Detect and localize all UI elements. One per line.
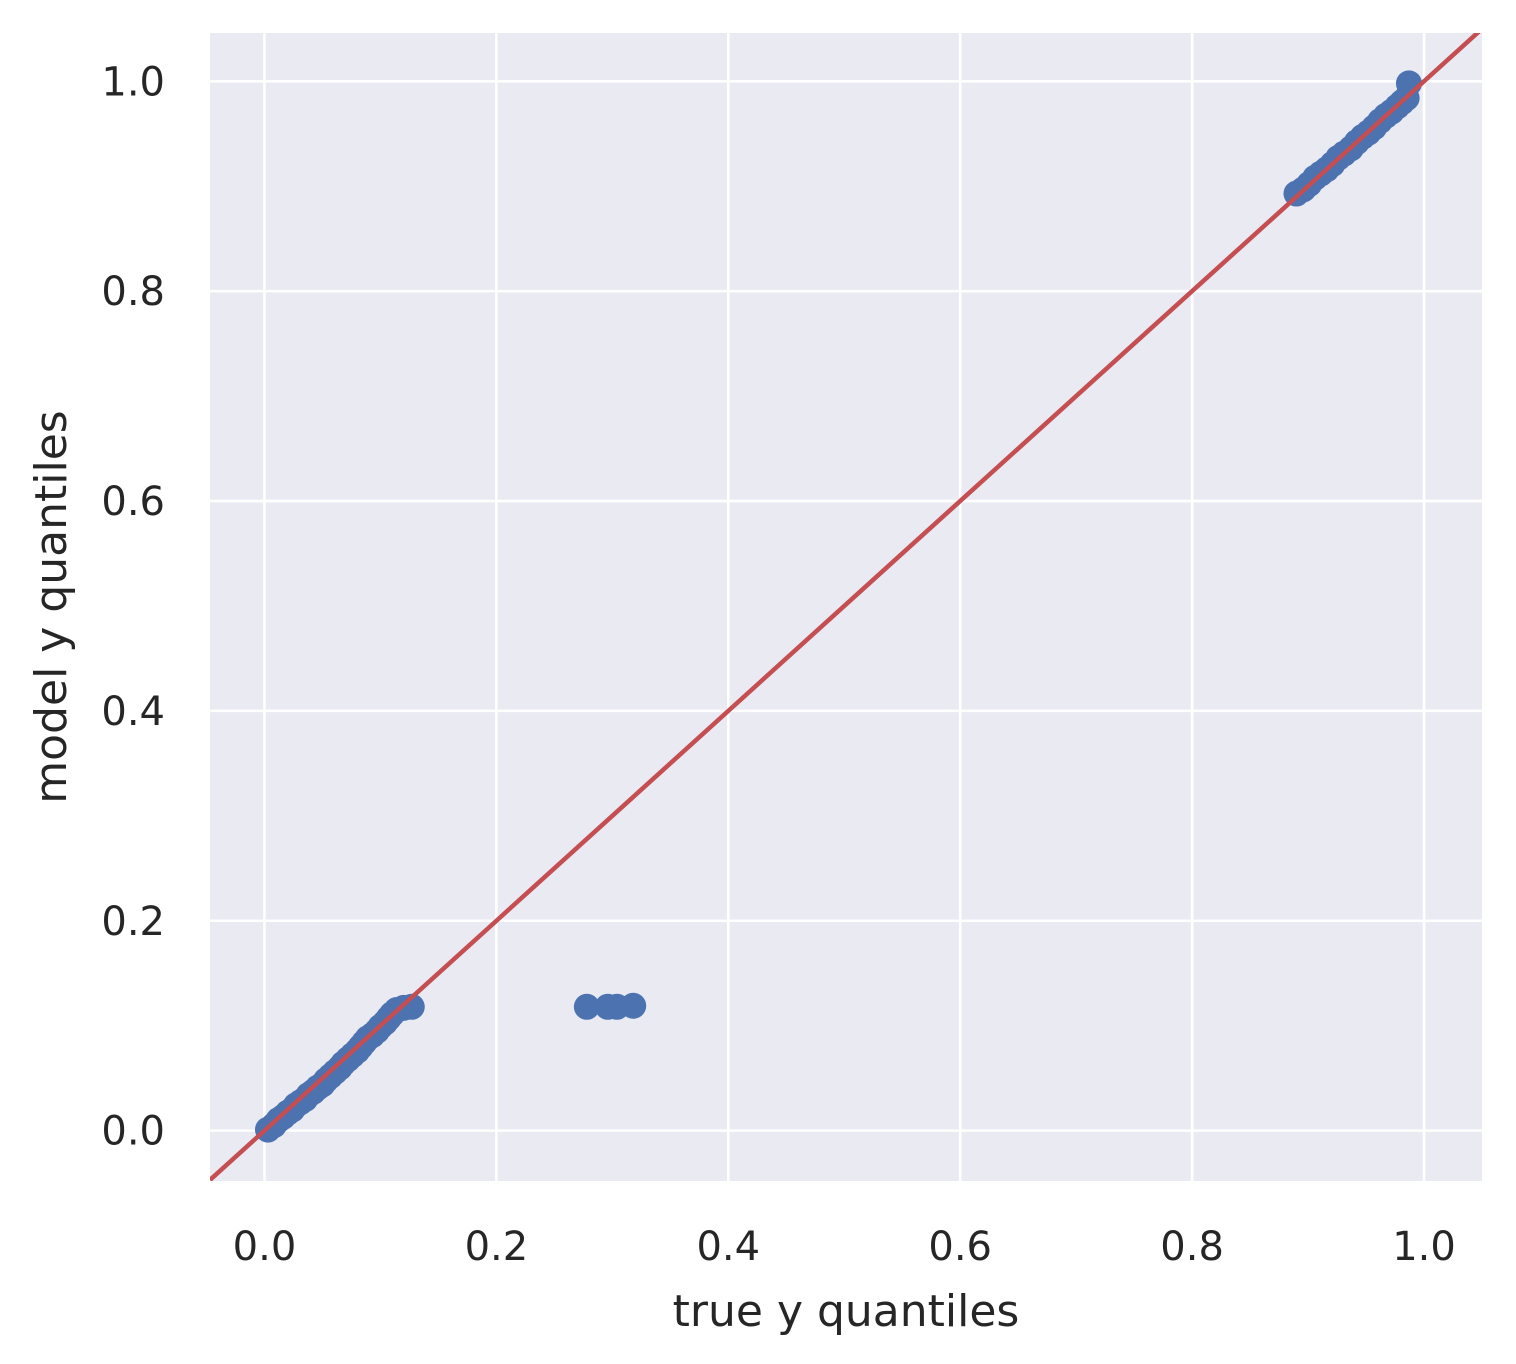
data-point xyxy=(620,992,647,1019)
data-point xyxy=(573,993,600,1020)
y-axis-label: model y quantiles xyxy=(26,410,77,803)
y-tick-label: 0.6 xyxy=(101,479,165,525)
x-tick-label: 0.6 xyxy=(928,1224,992,1270)
y-tick-label: 0.0 xyxy=(101,1109,165,1155)
x-tick-label: 1.0 xyxy=(1392,1224,1456,1270)
x-tick-label: 0.0 xyxy=(233,1224,297,1270)
data-layer xyxy=(210,33,1481,1181)
reference-line xyxy=(210,33,1481,1181)
y-tick-label: 0.2 xyxy=(101,899,165,945)
tick-labels: 0.0 0.2 0.4 0.6 0.8 1.0 0.0 0.2 0.4 0.6 0.8 1.0 xyxy=(101,59,1455,1270)
y-tick-label: 1.0 xyxy=(101,59,165,105)
grid-lines xyxy=(210,33,1482,1181)
y-tick-label: 0.4 xyxy=(101,689,165,735)
x-axis-label: true y quantiles xyxy=(673,1286,1020,1337)
x-tick-label: 0.4 xyxy=(696,1224,760,1270)
x-tick-label: 0.8 xyxy=(1160,1224,1224,1270)
x-tick-label: 0.2 xyxy=(465,1224,529,1270)
y-tick-label: 0.8 xyxy=(101,269,165,315)
